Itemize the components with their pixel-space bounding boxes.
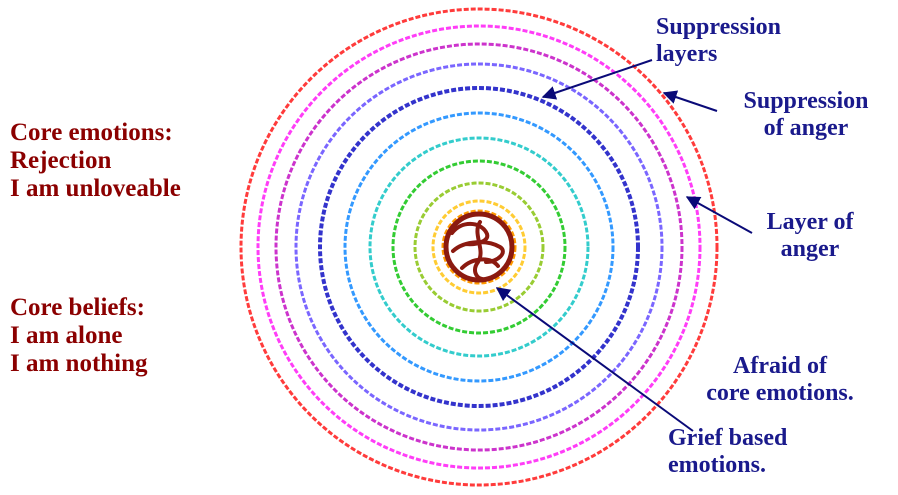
emotion-ring <box>239 7 719 487</box>
emotion-ring <box>343 111 615 383</box>
core-beliefs-block: Core beliefs: I am alone I am nothing <box>10 294 148 378</box>
grief-based-emotions-label: Grief based emotions. <box>668 425 788 478</box>
afraid-of-core-emotions-label: Afraid of core emotions. <box>706 353 854 406</box>
emotion-ring <box>391 159 567 335</box>
emotion-ring <box>318 86 640 408</box>
emotion-ring <box>431 199 527 295</box>
core-emotion-item: I am unloveable <box>10 175 181 202</box>
emotion-ring <box>368 136 590 358</box>
core-belief-item: I am alone <box>10 322 123 349</box>
arrow-core-fear <box>495 287 694 432</box>
pointer-arrows <box>495 59 753 432</box>
core-emotion-item: Rejection <box>10 147 112 174</box>
emotion-ring <box>294 62 664 432</box>
layer-of-anger-label: Layer of anger <box>766 209 854 262</box>
core-swirl-icon <box>450 220 505 281</box>
emotion-layer-rings <box>239 7 719 487</box>
emotion-ring <box>256 24 702 470</box>
arrow-layer-of-anger <box>685 196 753 234</box>
emotion-ring <box>413 181 545 313</box>
emotion-ring <box>441 209 517 285</box>
suppression-of-anger-label: Suppression of anger <box>743 88 869 141</box>
arrow-suppression-layers <box>541 59 653 100</box>
core-emotions-block: Core emotions: Rejection I am unloveable <box>10 119 181 203</box>
emotion-ring <box>274 42 684 452</box>
suppression-layers-label: Suppression layers <box>656 14 781 67</box>
core-beliefs-heading: Core beliefs: <box>10 294 145 321</box>
arrow-suppression-of-anger <box>662 90 718 112</box>
core-symbol <box>443 211 515 283</box>
core-belief-item: I am nothing <box>10 350 148 377</box>
core-emotions-heading: Core emotions: <box>10 119 173 146</box>
